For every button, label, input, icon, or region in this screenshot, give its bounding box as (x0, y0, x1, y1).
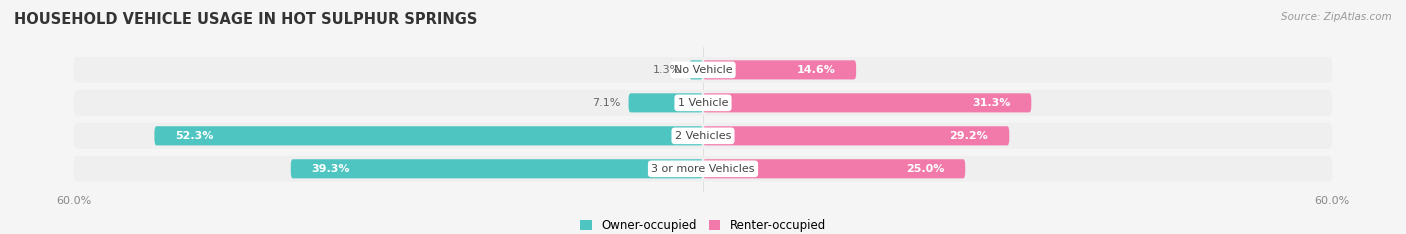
Text: 14.6%: 14.6% (796, 65, 835, 75)
FancyBboxPatch shape (628, 93, 703, 112)
Text: 1.3%: 1.3% (652, 65, 681, 75)
Text: 3 or more Vehicles: 3 or more Vehicles (651, 164, 755, 174)
Text: HOUSEHOLD VEHICLE USAGE IN HOT SULPHUR SPRINGS: HOUSEHOLD VEHICLE USAGE IN HOT SULPHUR S… (14, 12, 478, 27)
Text: 39.3%: 39.3% (312, 164, 350, 174)
Text: 29.2%: 29.2% (949, 131, 988, 141)
FancyBboxPatch shape (703, 159, 966, 178)
Text: 7.1%: 7.1% (592, 98, 620, 108)
FancyBboxPatch shape (73, 123, 1333, 149)
FancyBboxPatch shape (703, 126, 1010, 145)
Text: 31.3%: 31.3% (972, 98, 1011, 108)
FancyBboxPatch shape (73, 57, 1333, 83)
FancyBboxPatch shape (703, 60, 856, 79)
Text: 25.0%: 25.0% (905, 164, 945, 174)
Text: Source: ZipAtlas.com: Source: ZipAtlas.com (1281, 12, 1392, 22)
FancyBboxPatch shape (155, 126, 703, 145)
FancyBboxPatch shape (703, 93, 1032, 112)
Text: 52.3%: 52.3% (176, 131, 214, 141)
Text: 1 Vehicle: 1 Vehicle (678, 98, 728, 108)
FancyBboxPatch shape (73, 90, 1333, 116)
FancyBboxPatch shape (689, 60, 703, 79)
Legend: Owner-occupied, Renter-occupied: Owner-occupied, Renter-occupied (575, 214, 831, 234)
FancyBboxPatch shape (291, 159, 703, 178)
Text: 2 Vehicles: 2 Vehicles (675, 131, 731, 141)
Text: No Vehicle: No Vehicle (673, 65, 733, 75)
FancyBboxPatch shape (73, 156, 1333, 182)
